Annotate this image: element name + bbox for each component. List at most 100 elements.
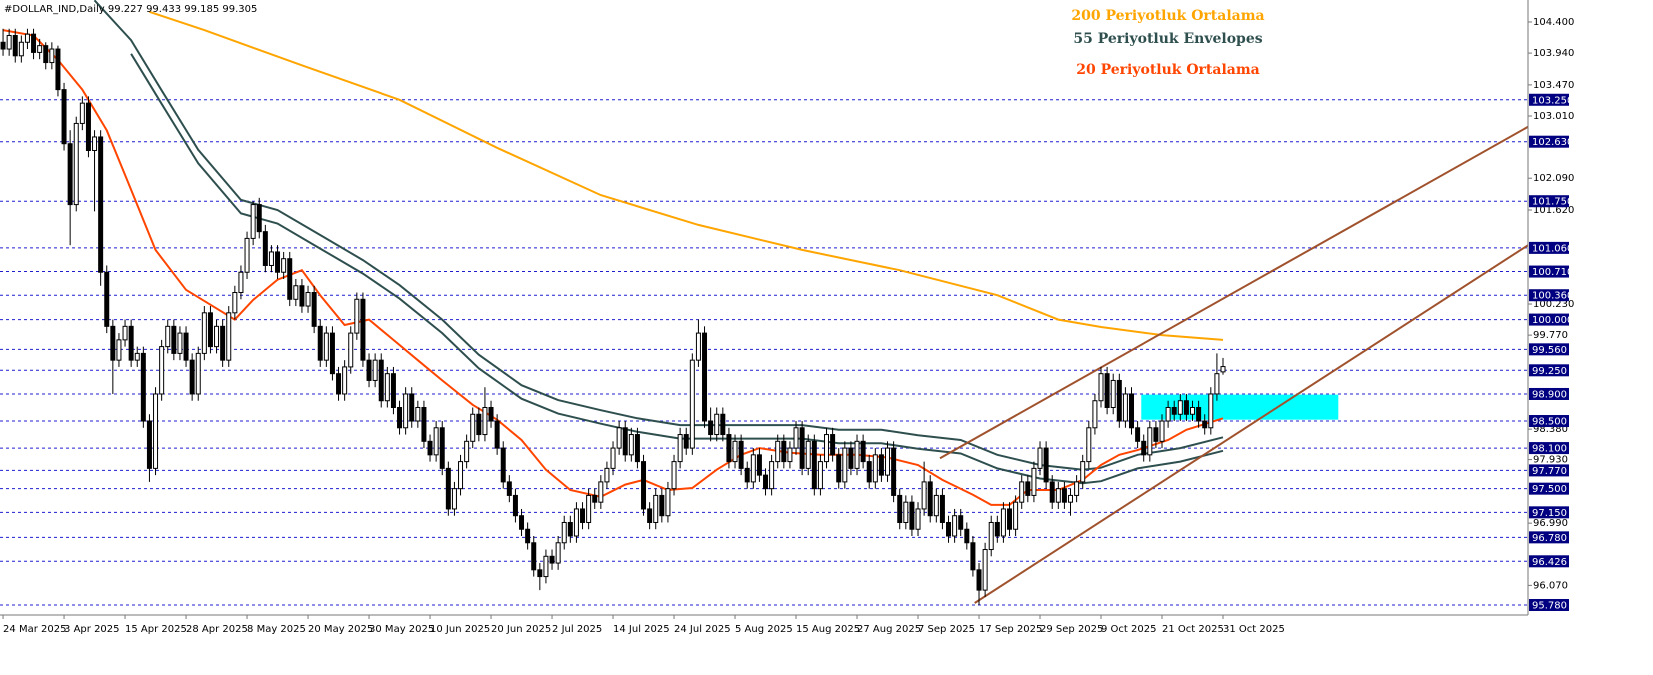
candle-body bbox=[1177, 400, 1183, 415]
candle-body bbox=[1129, 393, 1135, 429]
candle-body bbox=[1214, 373, 1220, 395]
candle-body bbox=[738, 440, 744, 469]
level-label: 99.560 bbox=[1532, 345, 1567, 356]
candle-body bbox=[397, 406, 403, 429]
candle-body bbox=[842, 447, 848, 483]
x-tick-label: 31 Oct 2025 bbox=[1223, 624, 1285, 635]
candle-body bbox=[122, 325, 128, 341]
candle-body bbox=[671, 461, 677, 490]
candle-body bbox=[592, 494, 598, 503]
level-label: 97.150 bbox=[1532, 508, 1567, 519]
candle-body bbox=[604, 467, 610, 483]
candle-body bbox=[1061, 488, 1067, 503]
x-tick-label: 27 Aug 2025 bbox=[857, 624, 921, 635]
candle-body bbox=[824, 434, 830, 463]
level-label-bg bbox=[1529, 93, 1569, 106]
candle-body bbox=[946, 521, 952, 537]
candle-body bbox=[476, 413, 482, 436]
candle-body bbox=[970, 542, 976, 571]
candle-body bbox=[665, 488, 671, 517]
candle-body bbox=[311, 292, 317, 327]
candle-body bbox=[897, 494, 903, 523]
candle-body bbox=[702, 332, 708, 422]
candle-body bbox=[451, 488, 457, 510]
y-tick-label: 104.400 bbox=[1533, 17, 1574, 28]
candle-body bbox=[830, 434, 836, 456]
candle-body bbox=[470, 413, 476, 442]
level-label-bg bbox=[1529, 265, 1569, 278]
candle-body bbox=[714, 413, 720, 436]
candle-body bbox=[104, 271, 110, 327]
axes: 104.400 103.940 103.470 103.010 102.090 101.6… bbox=[2, 17, 1574, 635]
x-tick-label: 15 Apr 2025 bbox=[125, 624, 187, 635]
candle-body bbox=[525, 528, 531, 544]
candle-body bbox=[927, 481, 933, 517]
candle-body bbox=[567, 521, 573, 537]
candle-body bbox=[933, 494, 939, 517]
x-tick-label: 28 Apr 2025 bbox=[186, 624, 248, 635]
candle-body bbox=[1098, 373, 1104, 402]
y-tick-label: 103.470 bbox=[1533, 80, 1574, 91]
candle-body bbox=[323, 332, 329, 361]
candle-body bbox=[1122, 393, 1128, 422]
candle-body bbox=[317, 325, 323, 361]
candle-body bbox=[622, 427, 628, 456]
candle-body bbox=[256, 204, 262, 233]
candle-body bbox=[1183, 400, 1189, 415]
chart-title: #DOLLAR_IND,Daily 99.227 99.433 99.185 9… bbox=[4, 4, 257, 15]
candle-body bbox=[1159, 420, 1165, 442]
candle-body bbox=[708, 420, 714, 436]
candle-body bbox=[1171, 406, 1177, 415]
y-tick-label: 103.940 bbox=[1533, 48, 1574, 59]
candle-body bbox=[775, 440, 781, 463]
candle-body bbox=[0, 41, 6, 50]
level-label-bg bbox=[1529, 135, 1569, 148]
x-tick-label: 8 May 2025 bbox=[247, 624, 306, 635]
candle-body bbox=[726, 434, 732, 463]
level-label: 99.250 bbox=[1532, 366, 1567, 377]
candle-body bbox=[153, 393, 159, 469]
candle-body bbox=[287, 258, 293, 300]
candle-body bbox=[555, 542, 561, 564]
candle-body bbox=[982, 549, 988, 591]
x-tick-label: 30 May 2025 bbox=[369, 624, 434, 635]
candle-body bbox=[799, 427, 805, 469]
candle-body bbox=[549, 555, 555, 564]
indicator-line bbox=[149, 10, 1224, 341]
candle-body bbox=[220, 325, 226, 361]
candle-body bbox=[445, 467, 451, 510]
candle-body bbox=[519, 515, 525, 530]
level-label-bg bbox=[1529, 289, 1569, 302]
candle-body bbox=[1202, 420, 1208, 429]
candle-body bbox=[805, 440, 811, 469]
candle-body bbox=[1037, 447, 1043, 469]
candle-body bbox=[793, 427, 799, 449]
candle-body bbox=[67, 143, 73, 206]
candle-body bbox=[878, 454, 884, 476]
candle-body bbox=[409, 393, 415, 422]
level-label-bg bbox=[1529, 506, 1569, 519]
candle-body bbox=[159, 346, 165, 395]
candle-body bbox=[1013, 501, 1019, 530]
candle-body bbox=[744, 467, 750, 483]
candle-body bbox=[616, 427, 622, 449]
candle-body bbox=[1049, 481, 1055, 503]
candle-body bbox=[976, 569, 982, 591]
level-label: 97.500 bbox=[1532, 484, 1567, 495]
candle-body bbox=[464, 440, 470, 463]
candle-body bbox=[866, 461, 872, 483]
level-label-bg bbox=[1529, 415, 1569, 428]
candle-body bbox=[854, 440, 860, 469]
level-label-bg bbox=[1529, 464, 1569, 477]
level-label-bg bbox=[1529, 195, 1569, 208]
candle-body bbox=[561, 521, 567, 544]
x-tick-label: 24 Jul 2025 bbox=[674, 624, 731, 635]
candle-body bbox=[61, 89, 67, 145]
level-label: 98.500 bbox=[1532, 417, 1567, 428]
candle-body bbox=[49, 48, 55, 64]
y-tick-label: 102.090 bbox=[1533, 173, 1574, 184]
candle-body bbox=[903, 501, 909, 523]
level-label: 95.780 bbox=[1532, 600, 1567, 611]
